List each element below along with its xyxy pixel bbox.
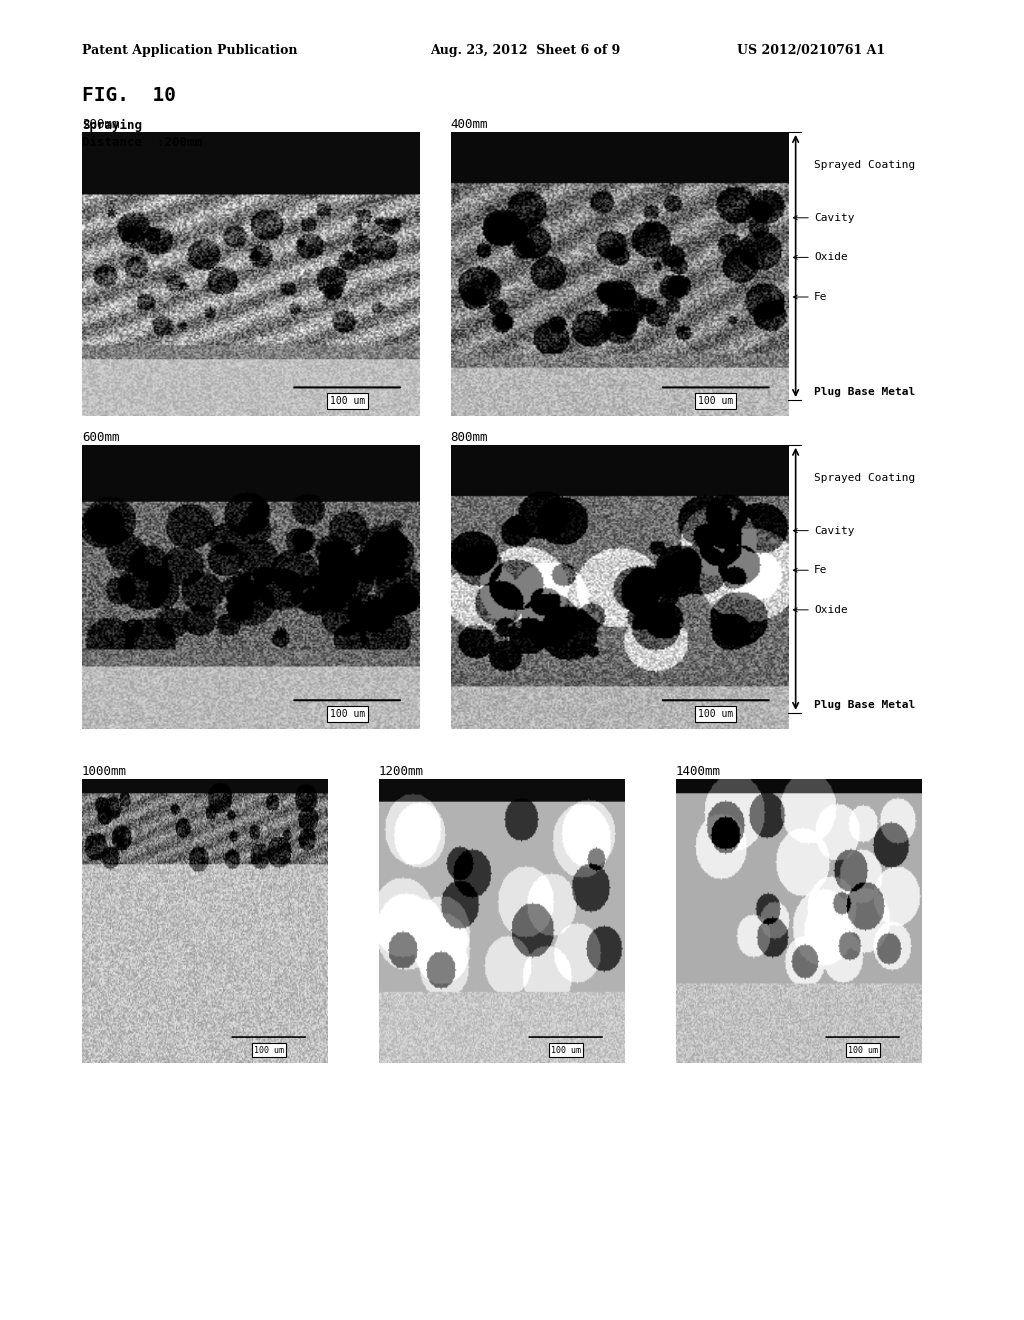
Text: Distance  :200mm: Distance :200mm [82,136,202,149]
Text: 100 um: 100 um [330,709,365,719]
Text: Oxide: Oxide [814,605,848,615]
Text: 800mm: 800mm [451,430,488,444]
Text: 100 um: 100 um [330,396,365,407]
Text: 100 um: 100 um [551,1045,581,1055]
Text: Fe: Fe [814,565,827,576]
Text: 100 um: 100 um [698,709,733,719]
Text: Plug Base Metal: Plug Base Metal [814,700,915,710]
Text: 100 um: 100 um [848,1045,878,1055]
Text: Aug. 23, 2012  Sheet 6 of 9: Aug. 23, 2012 Sheet 6 of 9 [430,44,621,57]
Text: Cavity: Cavity [814,525,855,536]
Text: Cavity: Cavity [814,213,855,223]
Text: Fe: Fe [814,292,827,302]
Text: Oxide: Oxide [814,252,848,263]
Text: US 2012/0210761 A1: US 2012/0210761 A1 [737,44,886,57]
Text: Sprayed Coating: Sprayed Coating [814,160,915,170]
Text: 600mm: 600mm [82,430,120,444]
Text: Patent Application Publication: Patent Application Publication [82,44,297,57]
Text: 100 um: 100 um [698,396,733,407]
Text: Spraying: Spraying [82,119,142,132]
Text: 1400mm: 1400mm [676,764,721,777]
Text: Sprayed Coating: Sprayed Coating [814,473,915,483]
Text: 100 um: 100 um [254,1045,284,1055]
Text: 1200mm: 1200mm [379,764,424,777]
Text: 200mm: 200mm [82,117,120,131]
Text: 400mm: 400mm [451,117,488,131]
Text: FIG.  10: FIG. 10 [82,86,176,104]
Text: Plug Base Metal: Plug Base Metal [814,387,915,397]
Text: 1000mm: 1000mm [82,764,127,777]
